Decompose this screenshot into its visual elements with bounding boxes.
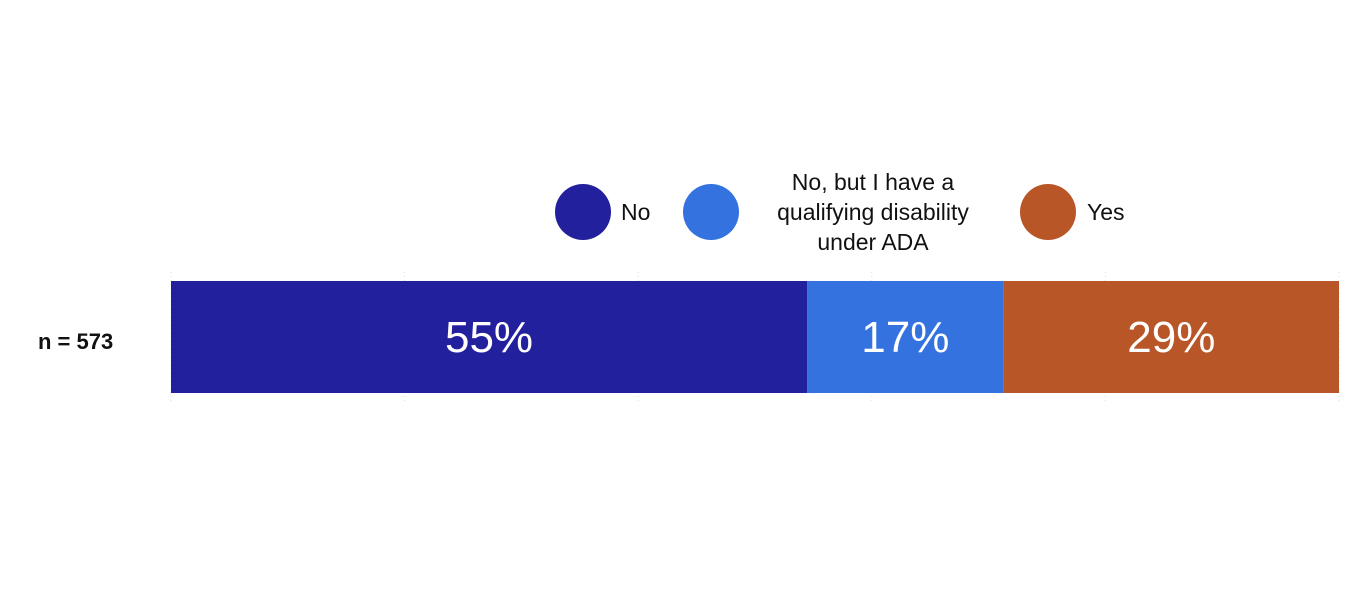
data-label-2: 29% xyxy=(1127,313,1215,362)
bar-segment-1 xyxy=(807,281,1004,393)
legend-label-no: No xyxy=(621,199,651,225)
legend-label-yes: Yes xyxy=(1087,199,1125,225)
legend-marker-2 xyxy=(1020,184,1076,240)
data-label-1: 17% xyxy=(861,313,949,362)
legend-marker-1 xyxy=(683,184,739,240)
bar-segment-2 xyxy=(1003,281,1339,393)
data-label-0: 55% xyxy=(445,313,533,362)
category-label: n = 573 xyxy=(38,329,114,354)
bar-segment-0 xyxy=(171,281,808,393)
legend-marker-0 xyxy=(555,184,611,240)
legend-label-no-but-ada: No, but I have a qualifying disability u… xyxy=(777,169,969,255)
